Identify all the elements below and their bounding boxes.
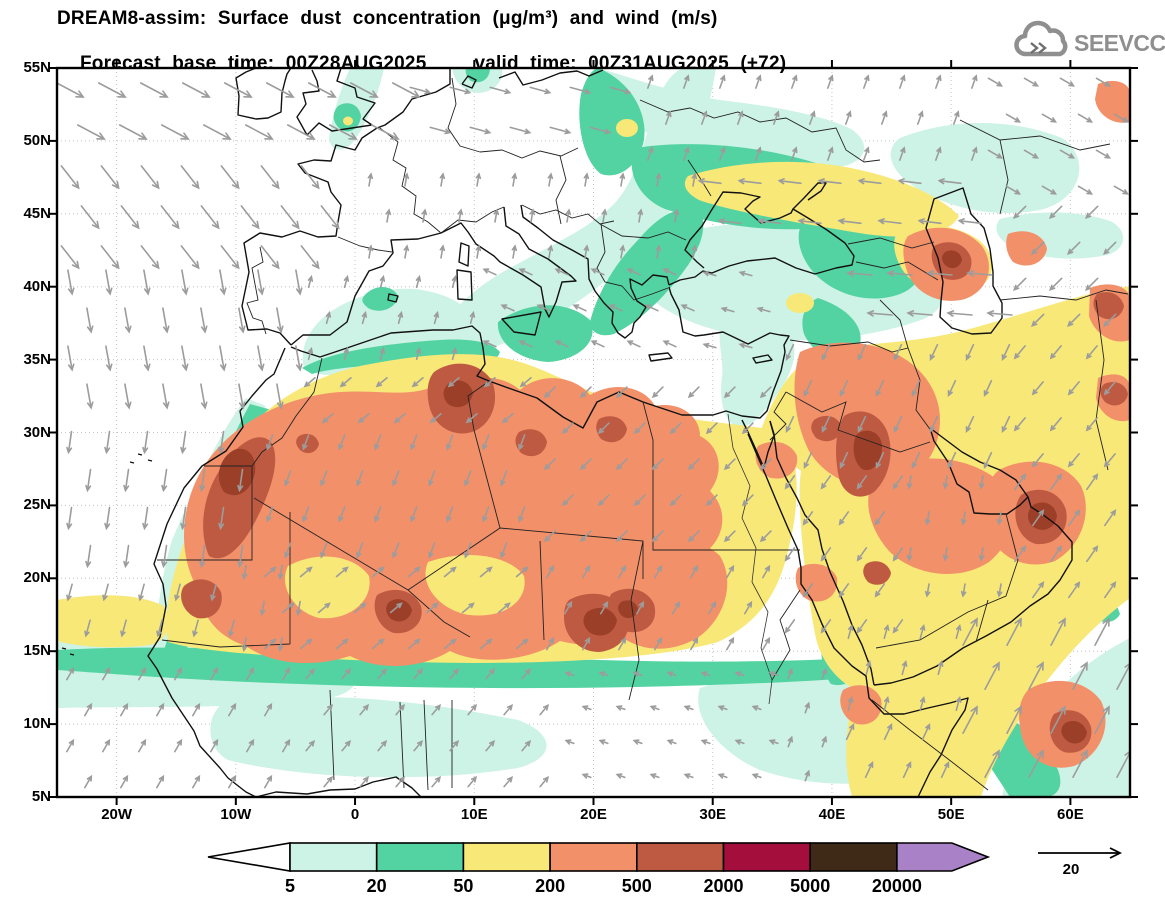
- rivers: [727, 413, 773, 705]
- coastlines: [61, 68, 1073, 797]
- lon-tick-label: 30E: [699, 806, 727, 823]
- lat-tick-label: 20N: [23, 569, 51, 587]
- lat-tick-label: 55N: [23, 59, 51, 76]
- lon-tick-label: 50E: [937, 806, 965, 823]
- legend-value-label: 50: [453, 876, 474, 896]
- wind-arrows: [57, 74, 1130, 789]
- dust-layer-c2000: [218, 250, 1087, 744]
- seevccc-logo-text: SEEVCCC: [1074, 30, 1165, 56]
- lat-tick-label: 10N: [23, 715, 51, 733]
- lat-tick-label: 25N: [23, 496, 51, 514]
- wind-reference-arrow: [1038, 847, 1123, 859]
- seevccc-cloud-icon: [1014, 20, 1068, 57]
- lat-tick-label: 45N: [23, 204, 51, 222]
- dust-layer-c50: [284, 554, 525, 619]
- lat-tick-label: 40N: [23, 277, 51, 295]
- chart-title: DREAM8-assim: Surface dust concentration…: [57, 8, 718, 29]
- lon-tick-label: 20W: [101, 806, 133, 823]
- legend-value-label: 200: [535, 876, 566, 896]
- lon-tick-label: 60E: [1057, 806, 1084, 823]
- lat-tick-label: 50N: [23, 131, 51, 149]
- wind-ref-label: 20: [1062, 861, 1080, 878]
- legend-value-label: 20: [366, 876, 387, 896]
- lon-tick-label: 10W: [220, 806, 252, 823]
- map-layers: [57, 68, 1130, 797]
- lat-tick-label: 30N: [23, 423, 51, 441]
- legend-value-label: 2000: [703, 876, 744, 896]
- legend-value-label: 20000: [871, 876, 922, 896]
- legend-value-label: 5000: [790, 876, 831, 896]
- legend-value-label: 500: [621, 876, 652, 896]
- lon-tick-label: 10E: [460, 806, 488, 823]
- axis-ticks: [49, 60, 1138, 805]
- legend-value-label: 5: [284, 876, 295, 896]
- lon-tick-label: 40E: [818, 806, 846, 823]
- lon-tick-label: 0: [350, 806, 360, 823]
- legend-colorbar: [207, 842, 991, 872]
- lat-tick-label: 35N: [23, 350, 51, 368]
- lat-tick-label: 5N: [31, 788, 51, 805]
- lon-tick-label: 20E: [580, 806, 607, 823]
- lat-tick-label: 15N: [23, 642, 51, 660]
